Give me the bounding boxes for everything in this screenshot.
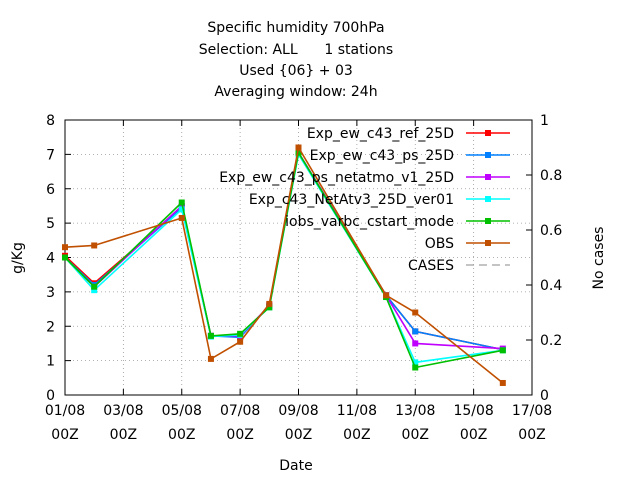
x-tick-label: 00Z [285, 427, 312, 443]
y-tick-label: 3 [46, 285, 55, 301]
data-point [237, 330, 244, 337]
data-point [499, 379, 506, 386]
legend-label: OBS [425, 236, 454, 252]
data-point [62, 244, 68, 251]
legend-swatch-marker [485, 174, 491, 180]
title-line: Selection: ALL 1 stations [199, 42, 393, 58]
x-tick-label: 00Z [226, 427, 253, 443]
data-point [412, 328, 419, 335]
y-tick-label: 2 [46, 319, 55, 335]
y2-tick-label: 0 [540, 388, 549, 404]
data-point [499, 347, 506, 354]
series-line-4 [64, 150, 503, 369]
data-point [91, 242, 98, 249]
data-point [383, 292, 390, 299]
x-tick-label: 11/08 [337, 403, 377, 419]
x-tick-label: 00Z [168, 427, 195, 443]
legend-swatch-marker [485, 218, 491, 224]
x-tick-label: 00Z [402, 427, 429, 443]
x-tick-label: 07/08 [220, 403, 260, 419]
data-point [412, 340, 419, 347]
y-tick-label: 4 [46, 251, 55, 267]
legend-label: Exp_ew_c43_ref_25D [307, 126, 454, 142]
x-tick-label: 13/08 [395, 403, 435, 419]
y2-tick-label: 0.2 [540, 333, 562, 349]
x-tick-label: 00Z [343, 427, 370, 443]
legend-label: CASES [408, 258, 454, 274]
series-line-5 [64, 145, 504, 384]
data-point [62, 254, 68, 261]
y2-tick-label: 1 [540, 113, 549, 129]
legend: Exp_ew_c43_ref_25D Exp_ew_c43_ps_25D Exp_e… [219, 126, 510, 274]
data-point [178, 199, 185, 206]
y-tick-label: 5 [46, 216, 55, 232]
grid [65, 120, 532, 395]
data-point [237, 338, 244, 345]
y-tick-label: 0 [46, 388, 55, 404]
axes: 0 1 2 3 4 5 6 7 8 0 0.2 0.4 0.6 0.8 1 01/08 00Z 03/08 00Z 0… [45, 113, 563, 443]
y-tick-label: 7 [46, 147, 55, 163]
x-tick-label: 00Z [51, 427, 78, 443]
data-point [295, 144, 302, 151]
x-tick-label: 05/08 [162, 403, 202, 419]
x-tick-label: 17/08 [512, 403, 552, 419]
data-point [412, 309, 419, 316]
legend-swatch-marker [485, 152, 491, 158]
y-tick-label: 6 [46, 182, 55, 198]
y2-tick-label: 0.4 [540, 278, 562, 294]
data-point [178, 214, 185, 221]
x-axis-label: Date [279, 458, 312, 474]
legend-label: iobs_varbc_cstart_mode [285, 214, 454, 230]
y-tick-label: 1 [46, 354, 55, 370]
data-point [178, 206, 185, 213]
legend-swatch-marker [485, 196, 491, 202]
data-point [295, 149, 302, 156]
x-tick-label: 15/08 [453, 403, 493, 419]
data-point [91, 283, 98, 290]
y2-tick-label: 0.8 [540, 168, 562, 184]
x-tick-label: 03/08 [103, 403, 143, 419]
x-tick-label: 01/08 [45, 403, 85, 419]
title-line: Specific humidity 700hPa [207, 20, 384, 36]
y2-tick-label: 0.6 [540, 223, 562, 239]
y-tick-label: 8 [46, 113, 55, 129]
legend-swatch-marker [485, 130, 491, 136]
y-axis-label: g/Kg [10, 242, 26, 274]
series-lines [62, 144, 506, 386]
data-point [207, 332, 214, 339]
y2-axis-label: No cases [591, 227, 607, 290]
legend-label: Exp_ew_c43_ps_25D [310, 148, 454, 164]
data-point [91, 287, 98, 294]
x-tick-label: 00Z [518, 427, 545, 443]
x-tick-label: 00Z [110, 427, 137, 443]
title-line: Used {06} + 03 [239, 63, 353, 79]
data-point [412, 359, 419, 366]
data-point [207, 355, 214, 362]
data-point [412, 364, 419, 371]
x-tick-label: 09/08 [278, 403, 318, 419]
chart-title: Specific humidity 700hPa Selection: ALL … [199, 20, 393, 100]
legend-swatch-marker [485, 240, 491, 246]
x-tick-label: 00Z [460, 427, 487, 443]
data-point [266, 300, 273, 307]
legend-label: Exp_c43_NetAtv3_25D_ver01 [249, 192, 454, 208]
data-point [266, 304, 273, 311]
legend-label: Exp_ew_c43_ps_netatmo_v1_25D [219, 170, 454, 186]
title-line: Averaging window: 24h [214, 84, 377, 100]
